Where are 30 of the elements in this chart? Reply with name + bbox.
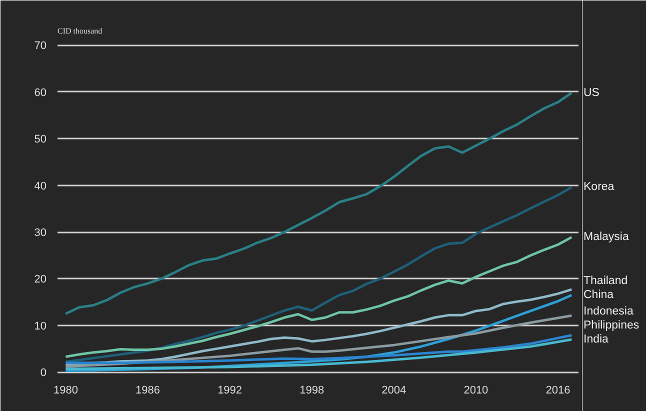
series-label: China [584, 289, 614, 302]
y-axis-title: CID thousand [58, 26, 102, 36]
x-tick-label: 1986 [136, 384, 160, 396]
x-tick-label: 1998 [300, 384, 324, 396]
y-tick-label: 30 [34, 227, 47, 240]
x-tick-label: 1980 [53, 384, 78, 396]
line-series [64, 92, 573, 316]
line-series [64, 314, 573, 368]
x-tick-label: 2016 [546, 384, 570, 396]
series-label: Malaysia [584, 231, 630, 244]
series-label: Korea [584, 181, 615, 194]
series-label: US [584, 86, 600, 99]
y-tick-label: 60 [34, 86, 47, 99]
y-tick-label: 10 [34, 320, 47, 332]
line-series [64, 236, 573, 358]
y-tick-label: 40 [34, 180, 47, 192]
x-tick-label: 1992 [218, 384, 242, 396]
line-series [64, 334, 573, 364]
series-label: Thailand [584, 275, 628, 288]
x-tick-label: 2010 [464, 384, 488, 396]
line-series [64, 338, 573, 370]
y-tick-label: 70 [34, 40, 47, 52]
x-tick-label: 2004 [382, 384, 406, 396]
series-label: India [584, 333, 610, 346]
y-tick-label: 20 [34, 274, 47, 286]
y-tick-label: 0 [40, 367, 47, 380]
y-tick-label: 50 [34, 134, 47, 146]
series-label: Indonesia [584, 305, 634, 318]
line-series [64, 186, 573, 364]
series-label: Philippines [584, 319, 640, 332]
